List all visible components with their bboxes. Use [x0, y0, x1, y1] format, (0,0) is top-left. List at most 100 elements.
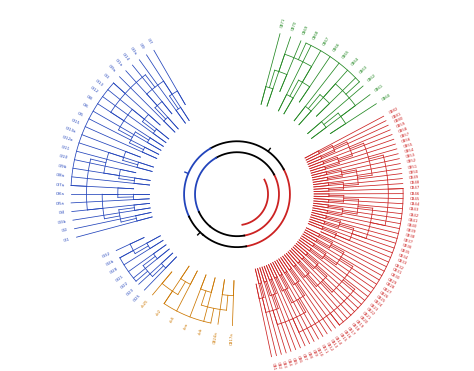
Text: CB20: CB20 [358, 315, 368, 325]
Text: CB27: CB27 [381, 286, 392, 295]
Text: CB67: CB67 [322, 35, 331, 46]
Text: CB69: CB69 [301, 24, 309, 36]
Text: CB52: CB52 [406, 158, 417, 164]
Text: CB49: CB49 [409, 175, 419, 180]
Text: Cf11: Cf11 [61, 145, 71, 151]
Text: CB82: CB82 [389, 106, 400, 115]
Text: CB19: CB19 [354, 319, 364, 329]
Text: CB22: CB22 [365, 307, 375, 317]
Text: Cf32: Cf32 [101, 252, 111, 259]
Text: cbb: cbb [198, 327, 204, 335]
Text: Cf15: Cf15 [70, 118, 80, 126]
Text: Cf9b: Cf9b [57, 164, 67, 169]
Text: CB24a: CB24a [213, 331, 219, 344]
Text: CB2: CB2 [276, 361, 282, 370]
Text: CB56: CB56 [401, 137, 412, 144]
Text: Cf25: Cf25 [132, 293, 141, 303]
Text: CB15: CB15 [337, 332, 347, 343]
Text: Cf3a: Cf3a [128, 46, 137, 56]
Text: CB5: CB5 [291, 357, 298, 365]
Text: Cf22: Cf22 [120, 280, 129, 289]
Text: CB13: CB13 [329, 338, 338, 349]
Text: CB32: CB32 [394, 263, 405, 271]
Text: cba: cba [183, 322, 190, 330]
Text: Cf4: Cf4 [58, 210, 65, 215]
Text: CB81: CB81 [391, 111, 402, 119]
Text: CB1: CB1 [271, 363, 276, 371]
Text: cb6: cb6 [169, 316, 175, 324]
Text: Cf12a: Cf12a [61, 135, 73, 143]
Text: Cf1: Cf1 [63, 237, 71, 243]
Text: CB9: CB9 [310, 349, 318, 358]
Text: CB33: CB33 [396, 258, 407, 266]
Text: CB36: CB36 [401, 243, 412, 250]
Text: Cf1a: Cf1a [114, 58, 123, 67]
Text: Cf10: Cf10 [59, 154, 69, 160]
Text: CB17a: CB17a [230, 332, 234, 345]
Text: Cf9: Cf9 [137, 43, 145, 50]
Text: CB60: CB60 [381, 93, 392, 102]
Text: Cf7a: Cf7a [55, 183, 64, 187]
Text: Cf12: Cf12 [89, 86, 99, 94]
Text: CB40: CB40 [407, 223, 418, 229]
Text: CB42: CB42 [408, 213, 419, 218]
Text: CB17: CB17 [346, 326, 356, 336]
Text: CB31: CB31 [392, 268, 402, 276]
Text: Cf13: Cf13 [94, 78, 104, 87]
Text: CB48: CB48 [409, 180, 420, 185]
Text: CB38: CB38 [404, 233, 415, 240]
Text: CB37: CB37 [403, 238, 414, 245]
Text: Cf23: Cf23 [126, 287, 135, 296]
Text: cb2: cb2 [155, 308, 162, 316]
Text: CB12: CB12 [325, 341, 333, 352]
Text: Cf5: Cf5 [76, 111, 84, 118]
Text: CB23: CB23 [368, 303, 379, 313]
Text: CB26: CB26 [378, 290, 389, 300]
Text: CB53: CB53 [405, 153, 416, 159]
Text: Cf2b: Cf2b [105, 259, 115, 267]
Text: CB54: CB54 [404, 148, 415, 154]
Text: Cf2: Cf2 [61, 228, 69, 233]
Text: CB68: CB68 [312, 30, 320, 40]
Text: Cf13a: Cf13a [64, 126, 76, 134]
Text: CB71: CB71 [280, 17, 286, 28]
Text: CB11: CB11 [320, 344, 328, 355]
Text: CB25: CB25 [375, 295, 386, 304]
Text: CB62: CB62 [367, 73, 377, 83]
Text: CB34: CB34 [398, 253, 409, 261]
Text: CB58: CB58 [398, 127, 409, 134]
Text: CB44: CB44 [409, 202, 420, 207]
Text: Cf3: Cf3 [102, 73, 110, 80]
Text: CB61: CB61 [374, 83, 385, 92]
Text: Cf8a: Cf8a [56, 173, 65, 178]
Text: CB63: CB63 [359, 65, 369, 75]
Text: CB64: CB64 [350, 56, 360, 67]
Text: CB29: CB29 [387, 277, 398, 286]
Text: CB30: CB30 [389, 272, 400, 281]
Text: CB57: CB57 [399, 132, 410, 139]
Text: Cf3b: Cf3b [57, 219, 67, 224]
Text: CB6: CB6 [296, 355, 302, 364]
Text: CB59: CB59 [395, 121, 406, 129]
Text: CB35: CB35 [400, 248, 410, 255]
Text: Cf7: Cf7 [146, 38, 152, 46]
Text: Cf21: Cf21 [115, 274, 124, 282]
Text: CB45: CB45 [410, 197, 420, 201]
Text: CB55: CB55 [402, 142, 413, 149]
Text: CB4: CB4 [286, 358, 292, 367]
Text: CB18: CB18 [350, 322, 360, 332]
Text: CB65: CB65 [342, 49, 351, 59]
Text: CB16: CB16 [342, 329, 351, 339]
Text: CB7: CB7 [301, 353, 308, 362]
Text: CB8: CB8 [306, 351, 313, 360]
Text: CB39: CB39 [406, 228, 417, 234]
Text: CB10: CB10 [315, 346, 324, 357]
Text: CB70: CB70 [291, 20, 298, 32]
Text: CB3: CB3 [281, 360, 287, 369]
Text: CB47: CB47 [410, 186, 420, 190]
Text: CB43: CB43 [409, 207, 419, 212]
Text: CB14: CB14 [333, 335, 343, 346]
Text: CB51: CB51 [407, 164, 418, 170]
Text: CB21: CB21 [361, 311, 372, 321]
Text: Cf28: Cf28 [109, 267, 119, 275]
